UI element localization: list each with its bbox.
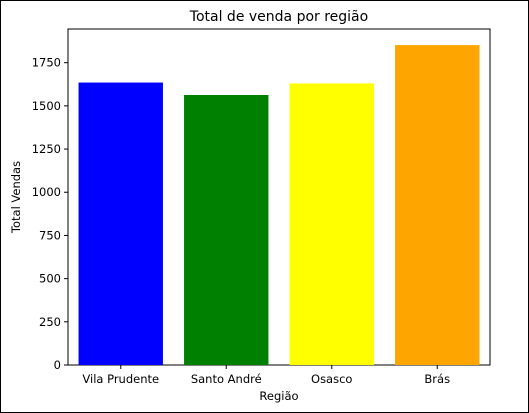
x-tick-label: Osasco <box>311 372 352 386</box>
y-tick-label: 500 <box>39 272 61 286</box>
y-tick-label: 1500 <box>32 99 61 113</box>
x-tick-label: Vila Prudente <box>82 372 159 386</box>
x-tick-label: Brás <box>424 372 450 386</box>
x-tick-label: Santo André <box>191 372 262 386</box>
y-axis-label: Total Vendas <box>9 161 23 234</box>
y-tick-label: 1250 <box>32 142 61 156</box>
y-tick-label: 0 <box>54 358 61 372</box>
y-tick-label: 1000 <box>32 185 61 199</box>
chart-title: Total de venda por região <box>189 9 368 25</box>
bar <box>289 83 374 366</box>
y-axis: 0 250 500 750 1000 1250 1500 1750 <box>32 56 68 372</box>
y-tick-label: 250 <box>39 315 61 329</box>
x-axis: Vila Prudente Santo André Osasco Brás <box>82 365 450 386</box>
y-tick-label: 1750 <box>32 56 61 70</box>
bar <box>78 82 163 366</box>
bar <box>395 45 480 365</box>
x-axis-label: Região <box>259 389 298 403</box>
bars-group <box>78 45 480 366</box>
bar <box>184 94 269 366</box>
y-tick-label: 750 <box>39 228 61 242</box>
